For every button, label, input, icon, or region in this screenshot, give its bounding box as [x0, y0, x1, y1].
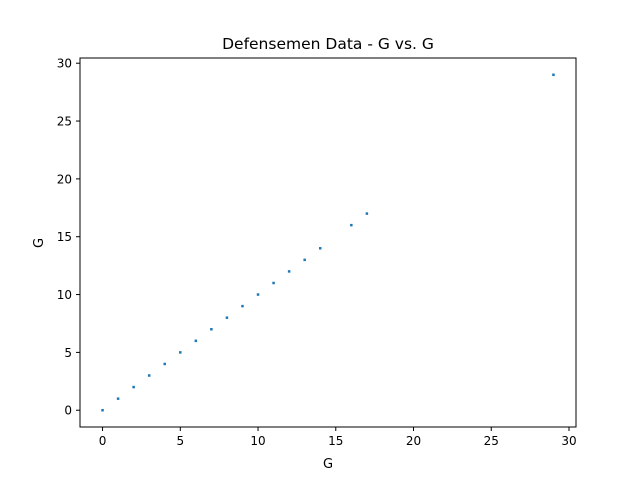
data-point [210, 328, 213, 331]
y-tick-label: 20 [57, 172, 72, 186]
y-tick-label: 5 [64, 346, 72, 360]
y-tick-label: 15 [57, 230, 72, 244]
x-tick-label: 15 [328, 434, 343, 448]
data-point [256, 293, 260, 296]
y-axis: 0 5 10 15 20 25 30 [57, 57, 80, 418]
x-tick-label: 5 [176, 434, 184, 448]
y-tick-label: 0 [64, 404, 72, 418]
x-tick-label: 0 [99, 434, 107, 448]
x-axis: 0 5 10 15 20 25 30 [99, 427, 577, 448]
data-point [225, 316, 229, 319]
data-point [303, 258, 306, 262]
x-tick-label: 10 [250, 434, 265, 448]
y-tick-label: 30 [57, 57, 72, 71]
data-point [552, 73, 555, 77]
data-point [132, 385, 135, 389]
data-points [101, 73, 555, 412]
plot-frame [79, 57, 577, 428]
plot-area [79, 57, 577, 428]
x-tick-label: 25 [484, 434, 499, 448]
data-point [287, 270, 291, 273]
data-point [163, 362, 166, 366]
data-point [241, 304, 244, 308]
data-point [147, 374, 151, 377]
data-point [179, 351, 182, 354]
chart-title: Defensemen Data - G vs. G [222, 35, 434, 53]
x-axis-label: G [323, 457, 333, 472]
data-point [194, 339, 198, 343]
data-point [318, 247, 322, 250]
data-point [350, 223, 353, 227]
x-tick-label: 30 [561, 434, 576, 448]
x-tick-label: 20 [406, 434, 421, 448]
data-point [116, 397, 120, 400]
data-point [101, 408, 104, 412]
data-point [365, 212, 369, 215]
data-point [272, 281, 275, 285]
y-axis-label: G [32, 238, 47, 248]
y-tick-label: 10 [57, 288, 72, 302]
y-tick-label: 25 [57, 115, 72, 129]
